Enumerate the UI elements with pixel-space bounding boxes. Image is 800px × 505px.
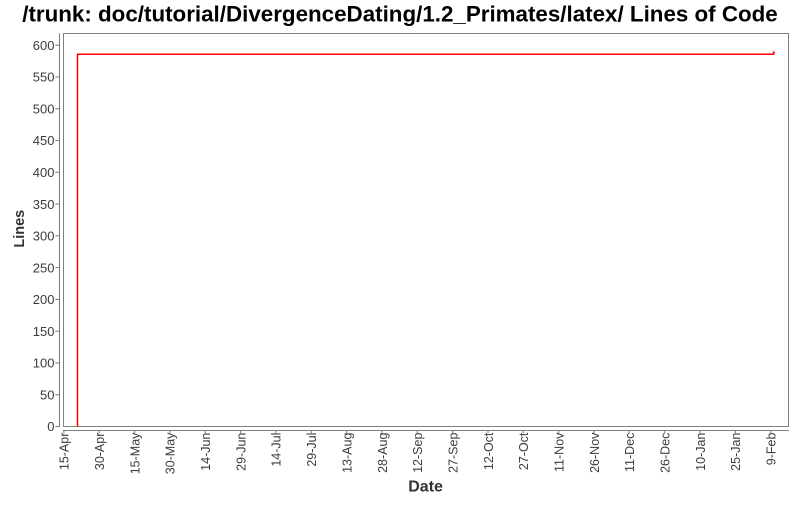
svg-text:150: 150 [33, 324, 55, 339]
svg-text:13-Aug: 13-Aug [340, 433, 354, 473]
svg-text:15-Apr: 15-Apr [58, 433, 72, 471]
svg-text:29-Jun: 29-Jun [234, 433, 248, 471]
svg-text:50: 50 [40, 387, 54, 402]
svg-text:250: 250 [33, 260, 55, 275]
svg-text:100: 100 [33, 356, 55, 371]
svg-text:600: 600 [33, 38, 55, 53]
svg-text:450: 450 [33, 133, 55, 148]
svg-text:12-Sep: 12-Sep [411, 433, 425, 473]
svg-text:10-Jan: 10-Jan [694, 433, 708, 471]
svg-text:/trunk: doc/tutorial/Divergenc: /trunk: doc/tutorial/DivergenceDating/1.… [22, 2, 778, 27]
svg-text:28-Aug: 28-Aug [376, 433, 390, 473]
svg-text:200: 200 [33, 292, 55, 307]
svg-text:500: 500 [33, 101, 55, 116]
svg-text:12-Oct: 12-Oct [482, 432, 496, 470]
svg-text:27-Oct: 27-Oct [517, 432, 531, 470]
svg-text:Lines: Lines [12, 210, 28, 248]
svg-text:9-Feb: 9-Feb [765, 433, 779, 466]
svg-text:14-Jul: 14-Jul [270, 433, 284, 467]
svg-text:30-May: 30-May [164, 432, 178, 474]
svg-text:11-Dec: 11-Dec [623, 433, 637, 472]
svg-text:300: 300 [33, 229, 55, 244]
svg-text:27-Sep: 27-Sep [446, 433, 460, 473]
svg-text:400: 400 [33, 165, 55, 180]
svg-text:15-May: 15-May [128, 432, 142, 474]
svg-text:11-Nov: 11-Nov [553, 432, 567, 472]
svg-text:30-Apr: 30-Apr [93, 433, 107, 471]
svg-text:14-Jun: 14-Jun [199, 433, 213, 471]
svg-text:550: 550 [33, 70, 55, 85]
svg-text:25-Jan: 25-Jan [729, 433, 743, 471]
svg-text:0: 0 [47, 419, 54, 434]
svg-text:26-Dec: 26-Dec [659, 433, 673, 473]
svg-text:Date: Date [408, 478, 443, 495]
svg-text:350: 350 [33, 197, 55, 212]
svg-text:29-Jul: 29-Jul [305, 433, 319, 467]
svg-text:26-Nov: 26-Nov [588, 432, 602, 473]
